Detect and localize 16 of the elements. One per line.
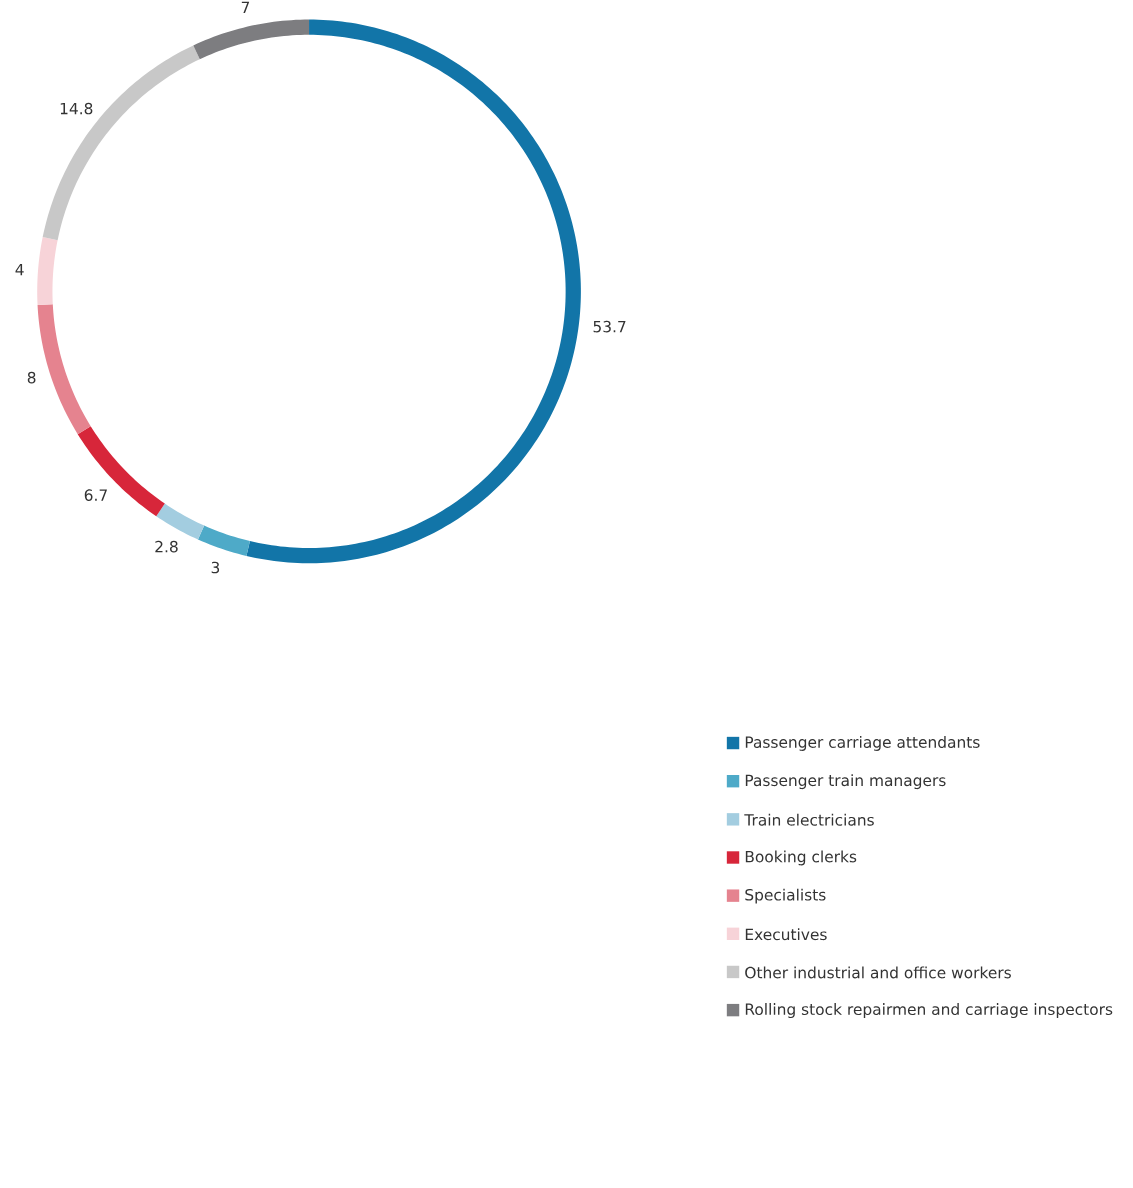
data-label: 4 xyxy=(15,263,24,276)
data-label: 3 xyxy=(211,561,220,574)
legend-label: Passenger carriage attendants xyxy=(745,736,980,751)
legend-label: Passenger train managers xyxy=(745,774,946,790)
data-label: 2.8 xyxy=(155,540,178,553)
data-label: 53.7 xyxy=(593,320,626,333)
data-label: 7 xyxy=(241,1,249,13)
legend-label: Rolling stock repairmen and carriage inspectors xyxy=(745,1003,1113,1019)
legend-label: Train electricians xyxy=(744,813,874,826)
legend-label: Other industrial and office workers xyxy=(745,966,1011,979)
legend-label: Booking clerks xyxy=(745,850,857,866)
data-label: 8 xyxy=(27,371,36,384)
legend-label: Specialists xyxy=(745,888,826,904)
data-label: 6.7 xyxy=(84,489,107,501)
data-label: 14.8 xyxy=(60,102,93,115)
legend-label: Executives xyxy=(745,928,827,941)
